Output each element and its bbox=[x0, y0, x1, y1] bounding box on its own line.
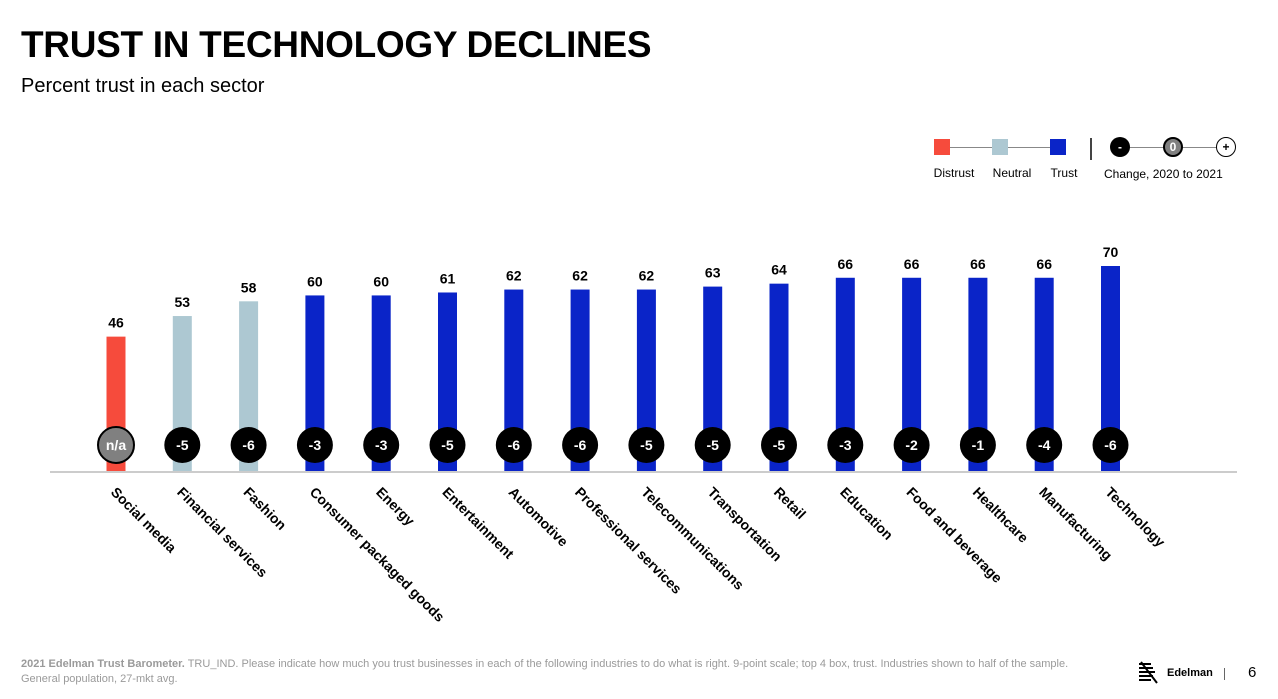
change-label-1: -5 bbox=[176, 437, 189, 453]
legend-trust-swatch bbox=[1050, 139, 1066, 155]
bar-7 bbox=[570, 289, 590, 472]
category-label-15: Technology bbox=[1102, 484, 1168, 550]
value-label-14: 66 bbox=[1036, 256, 1052, 272]
legend-change-plus: + bbox=[1216, 137, 1236, 157]
change-circle-4 bbox=[363, 427, 400, 463]
change-circles-group: n/a -5 -6 -3 -3 -5 -6 -6 -5 -5 -5 -3 -2 -1 -4 -6 bbox=[97, 426, 1129, 464]
bar-9 bbox=[703, 286, 723, 472]
legend-distrust-label: Distrust bbox=[933, 166, 975, 180]
bar-6 bbox=[504, 289, 524, 472]
value-label-2: 58 bbox=[241, 279, 257, 295]
source-footnote: 2021 Edelman Trust Barometer. TRU_IND. P… bbox=[21, 657, 1091, 687]
change-circle-6 bbox=[495, 427, 532, 463]
footer-separator bbox=[1224, 668, 1225, 680]
change-label-13: -1 bbox=[972, 437, 985, 453]
edelman-logo-text: Edelman bbox=[1167, 667, 1213, 679]
change-circle-5 bbox=[429, 427, 466, 463]
change-circle-13 bbox=[959, 427, 996, 463]
value-label-13: 66 bbox=[970, 256, 986, 272]
bar-13 bbox=[968, 277, 988, 472]
value-label-15: 70 bbox=[1103, 244, 1119, 260]
value-label-5: 61 bbox=[440, 270, 456, 286]
change-label-4: -3 bbox=[375, 437, 388, 453]
change-label-15: -6 bbox=[1104, 437, 1117, 453]
category-label-6: Automotive bbox=[506, 484, 572, 550]
change-label-12: -2 bbox=[905, 437, 918, 453]
value-label-7: 62 bbox=[572, 268, 588, 284]
value-labels-group: 46 53 58 60 60 61 62 62 62 63 64 66 66 66 66 70 bbox=[108, 244, 1118, 331]
change-label-2: -6 bbox=[242, 437, 255, 453]
edelman-logo-icon bbox=[1139, 661, 1158, 684]
legend-neutral-swatch bbox=[992, 139, 1008, 155]
legend-separator bbox=[1090, 138, 1092, 160]
value-label-3: 60 bbox=[307, 273, 323, 289]
page-title: TRUST IN TECHNOLOGY DECLINES bbox=[21, 24, 652, 65]
change-label-3: -3 bbox=[309, 437, 322, 453]
bar-5 bbox=[438, 292, 457, 472]
category-label-7: Professional services bbox=[572, 484, 685, 597]
change-label-5: -5 bbox=[441, 437, 454, 453]
value-label-6: 62 bbox=[506, 268, 522, 284]
legend-change-minus: - bbox=[1110, 137, 1130, 157]
category-label-2: Fashion bbox=[240, 484, 289, 533]
change-circle-2 bbox=[230, 427, 267, 463]
change-label-7: -6 bbox=[574, 437, 587, 453]
legend-change-zero: 0 bbox=[1163, 137, 1183, 157]
value-label-0: 46 bbox=[108, 315, 124, 331]
source-text: TRU_IND. Please indicate how much you tr… bbox=[21, 658, 1069, 685]
change-label-10: -5 bbox=[773, 437, 786, 453]
change-label-11: -3 bbox=[839, 437, 852, 453]
value-label-8: 62 bbox=[639, 268, 655, 284]
value-label-11: 66 bbox=[838, 256, 854, 272]
source-bold: 2021 Edelman Trust Barometer. bbox=[21, 658, 185, 670]
change-circle-1 bbox=[164, 427, 201, 463]
value-label-9: 63 bbox=[705, 265, 721, 281]
change-circle-3 bbox=[296, 427, 333, 463]
change-circle-11 bbox=[827, 427, 864, 463]
bar-12 bbox=[902, 277, 922, 472]
change-label-6: -6 bbox=[508, 437, 521, 453]
category-label-11: Education bbox=[837, 484, 896, 543]
bar-11 bbox=[835, 277, 855, 472]
category-label-4: Energy bbox=[373, 484, 418, 529]
change-label-9: -5 bbox=[706, 437, 719, 453]
change-label-0: n/a bbox=[106, 437, 126, 453]
category-label-13: Healthcare bbox=[970, 484, 1032, 546]
page-subtitle: Percent trust in each sector bbox=[21, 75, 265, 97]
trust-bar-chart: n/a -5 -6 -3 -3 -5 -6 -6 -5 -5 -5 -3 -2 -1 -4 -6 46 53 58… bbox=[50, 244, 1237, 625]
bar-15 bbox=[1101, 266, 1120, 472]
change-circle-0 bbox=[97, 426, 135, 464]
legend-trust-label: Trust bbox=[1050, 166, 1078, 180]
bar-8 bbox=[636, 289, 656, 472]
change-circle-9 bbox=[694, 427, 731, 463]
value-label-1: 53 bbox=[175, 294, 191, 310]
bar-14 bbox=[1034, 277, 1054, 472]
legend-neutral-label: Neutral bbox=[992, 166, 1032, 180]
change-circle-7 bbox=[562, 427, 599, 463]
value-label-10: 64 bbox=[771, 262, 787, 278]
change-circle-14 bbox=[1026, 427, 1063, 463]
edelman-logo: Edelman bbox=[1137, 661, 1213, 685]
change-label-14: -4 bbox=[1038, 437, 1051, 453]
change-circle-15 bbox=[1092, 427, 1129, 463]
value-label-4: 60 bbox=[373, 273, 389, 289]
value-label-12: 66 bbox=[904, 256, 920, 272]
category-label-10: Retail bbox=[771, 484, 809, 522]
change-circle-12 bbox=[893, 427, 930, 463]
category-label-0: Social media bbox=[108, 484, 180, 556]
legend-change-label: Change, 2020 to 2021 bbox=[1104, 167, 1223, 181]
change-circle-10 bbox=[761, 427, 797, 463]
page-number: 6 bbox=[1248, 664, 1257, 681]
change-circle-8 bbox=[628, 427, 665, 463]
legend-distrust-swatch bbox=[934, 139, 950, 155]
bar-10 bbox=[769, 283, 789, 472]
category-label-5: Entertainment bbox=[439, 484, 517, 562]
category-label-3: Consumer packaged goods bbox=[307, 484, 448, 625]
change-label-8: -5 bbox=[640, 437, 653, 453]
